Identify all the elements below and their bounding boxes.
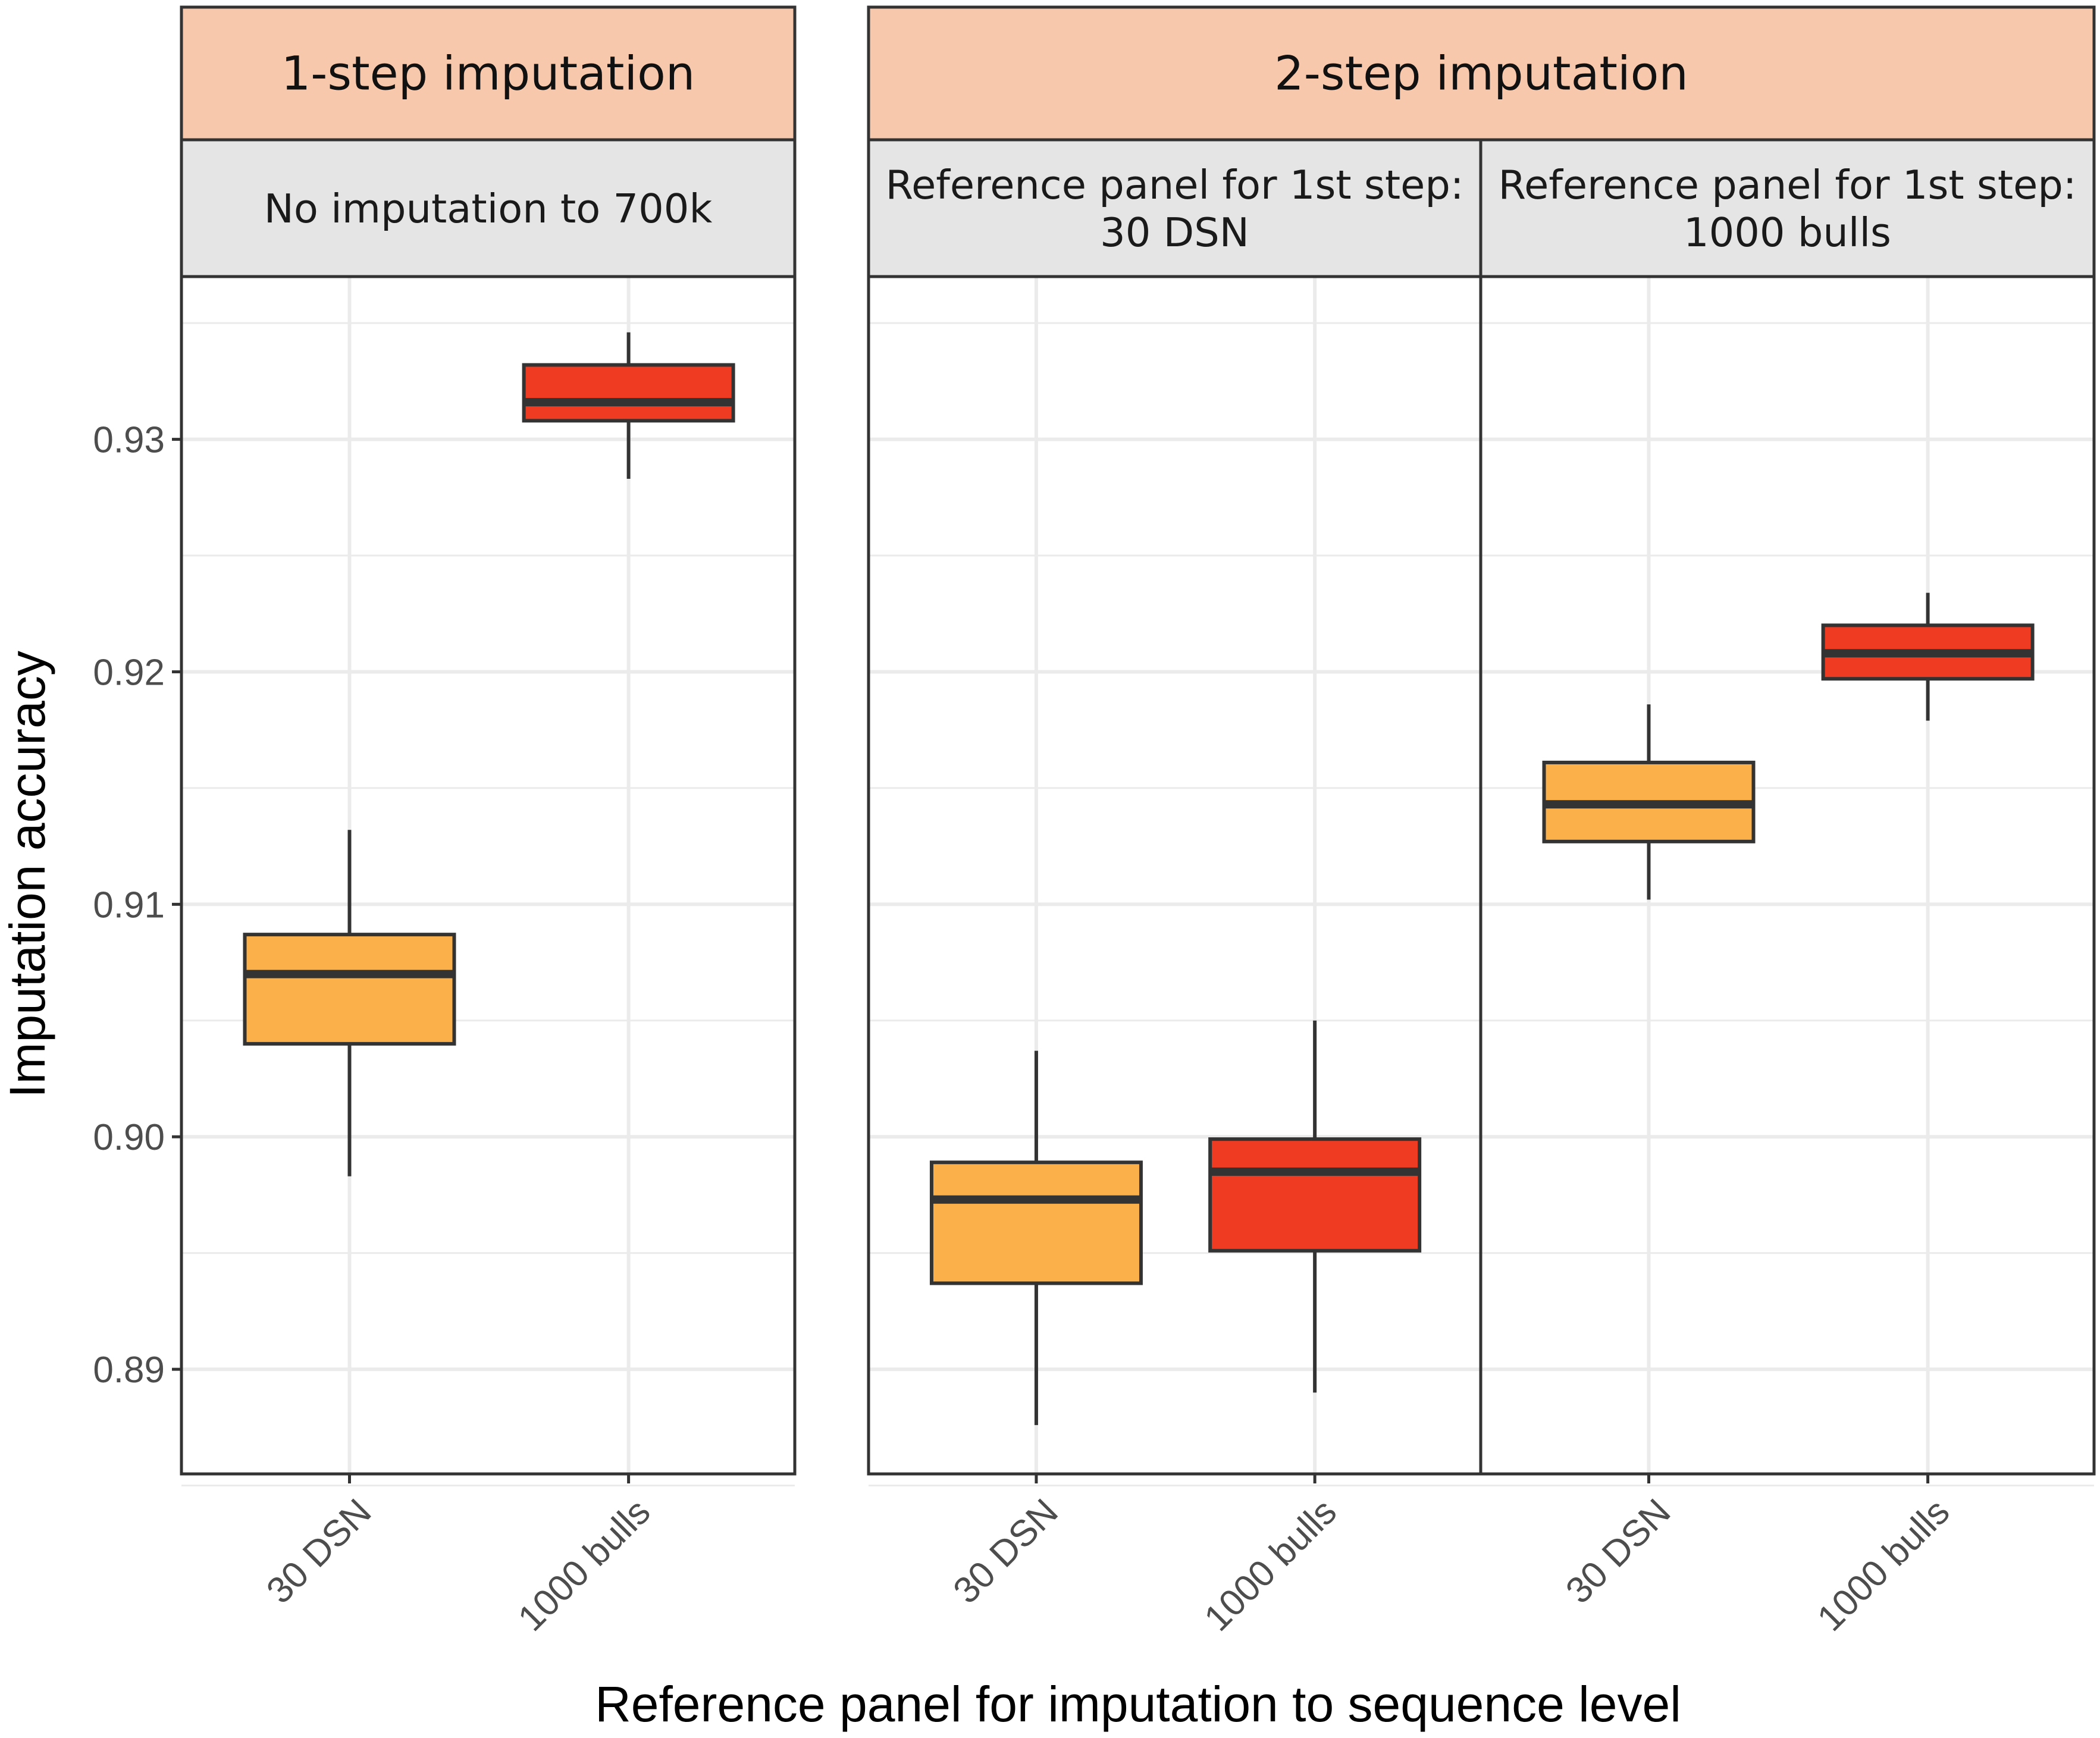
panel-strip bbox=[867, 138, 1482, 278]
panel-border bbox=[1479, 275, 2096, 1476]
panel-strip-title-line: Reference panel for 1st step: bbox=[1499, 162, 2077, 208]
x-axis-title: Reference panel for imputation to sequen… bbox=[595, 1676, 1681, 1732]
group-strip-title: 1-step imputation bbox=[281, 48, 695, 101]
box-iqr bbox=[929, 1160, 1143, 1285]
y-tick-label: 0.91 bbox=[93, 884, 165, 926]
boxplot-1000-bulls bbox=[522, 332, 735, 479]
panel-background bbox=[1481, 277, 2094, 1474]
box-iqr bbox=[1208, 1137, 1422, 1253]
boxplot-30-dsn bbox=[929, 1050, 1143, 1425]
y-tick-label: 0.93 bbox=[93, 420, 165, 461]
y-tick-label: 0.90 bbox=[93, 1117, 165, 1158]
panel-strip-title-line: 1000 bulls bbox=[1684, 209, 1891, 256]
facet-panels bbox=[180, 275, 2096, 1487]
panel-strip-title-line: Reference panel for 1st step: bbox=[886, 162, 1464, 208]
panel-strip-title-line: No imputation to 700k bbox=[264, 186, 713, 232]
box-iqr bbox=[243, 933, 456, 1046]
y-axis-title: Imputation accuracy bbox=[0, 651, 55, 1098]
boxplot-1000-bulls bbox=[1821, 592, 2035, 721]
group-strip bbox=[180, 5, 797, 142]
panel-border bbox=[180, 275, 797, 1476]
panel-background bbox=[869, 277, 1481, 1474]
facet-strips: 1-step imputation No imputation to 700k 2-… bbox=[180, 5, 2096, 278]
boxplot-1000-bulls bbox=[1208, 1020, 1422, 1393]
group-strip bbox=[867, 5, 2096, 142]
group-strip-title: 2-step imputation bbox=[1274, 48, 1688, 101]
panel-strip bbox=[180, 138, 797, 278]
y-tick-label: 0.92 bbox=[93, 652, 165, 693]
box-iqr bbox=[522, 363, 735, 423]
boxplot-30-dsn bbox=[243, 830, 456, 1177]
panel-strip bbox=[1479, 138, 2096, 278]
boxplot-30-dsn bbox=[1542, 704, 1756, 900]
panel-strip-title-line: 30 DSN bbox=[1100, 209, 1249, 256]
y-axis: 0.89 0.90 0.91 0.92 0.93 bbox=[93, 420, 181, 1391]
panel-background bbox=[181, 277, 795, 1474]
y-tick-label: 0.89 bbox=[93, 1350, 165, 1391]
